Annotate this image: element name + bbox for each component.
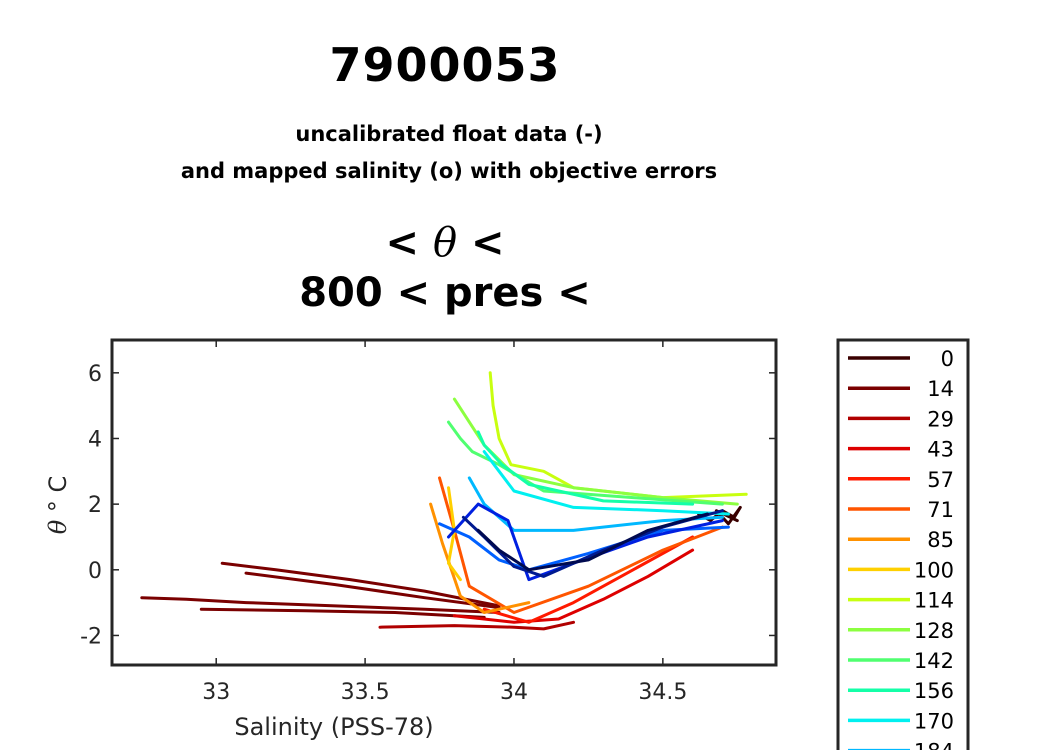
theta-range-label: < θ <	[0, 220, 890, 266]
y-axis-label-symbol: θ	[44, 519, 72, 534]
series-line-142	[447, 420, 724, 506]
legend-label: 184	[914, 740, 954, 750]
legend-label: 128	[914, 619, 954, 643]
series-line-156	[476, 430, 695, 506]
series-layer	[140, 371, 748, 631]
x-axis-label: Salinity (PSS-78)	[234, 713, 433, 741]
legend-label: 114	[914, 589, 954, 613]
legend-box	[836, 338, 970, 750]
y-tick-label: 6	[88, 362, 102, 387]
series-line-14d	[244, 571, 501, 610]
series-line-14	[140, 596, 501, 614]
legend: 0 14 29 43 57 71 85 100 114 128 142 156 170 184	[836, 338, 970, 750]
series-line-184	[467, 476, 724, 532]
legend-label: 71	[927, 498, 954, 522]
legend-label: 100	[914, 558, 954, 582]
x-tick-label: 34	[500, 680, 528, 705]
chart-title: 7900053	[329, 38, 561, 92]
chart-subtitle-line2: and mapped salinity (o) with objective e…	[180, 159, 718, 183]
x-tick-label: 34.5	[638, 680, 687, 705]
series-line-85	[429, 502, 531, 614]
series-line-240	[476, 512, 709, 572]
y-tick-label: 4	[88, 427, 102, 452]
series-line-100	[447, 486, 462, 582]
plot-border	[110, 338, 778, 667]
series-line-14b	[220, 561, 501, 608]
y-axis-label: θ ° C	[44, 476, 72, 534]
x-tick-label: 33	[202, 680, 230, 705]
theta-range-left: <	[385, 220, 433, 266]
plot-axes: 33 33.5 34 34.5 -2 0 2 4 6 Salinity (PSS-78) θ ° C	[44, 340, 776, 741]
legend-label: 156	[914, 679, 954, 703]
legend-label: 142	[914, 649, 954, 673]
x-tick-label: 33.5	[341, 680, 390, 705]
series-line-29	[378, 620, 575, 631]
theta-symbol: θ	[432, 220, 458, 266]
legend-label: 0	[941, 347, 954, 371]
pressure-range-label: 800 < pres <	[299, 270, 591, 316]
y-tick-label: -2	[80, 624, 102, 649]
theta-range-right: <	[457, 220, 505, 266]
series-line-43	[452, 548, 695, 624]
series-line-57	[482, 535, 695, 624]
y-axis-label-unit: ° C	[44, 476, 72, 520]
legend-label: 85	[927, 528, 954, 552]
series-line-14c	[199, 607, 486, 619]
chart-subtitle-line1: uncalibrated float data (-)	[295, 122, 603, 146]
series-line-212	[447, 502, 724, 582]
legend-label: 29	[927, 407, 954, 431]
legend-label: 14	[927, 377, 954, 401]
series-line-170	[482, 450, 730, 516]
y-tick-label: 0	[88, 559, 102, 584]
plot-frame	[110, 338, 778, 667]
legend-label: 43	[927, 438, 954, 462]
y-tick-label: 2	[88, 493, 102, 518]
legend-label: 170	[914, 709, 954, 733]
legend-label: 57	[927, 468, 954, 492]
